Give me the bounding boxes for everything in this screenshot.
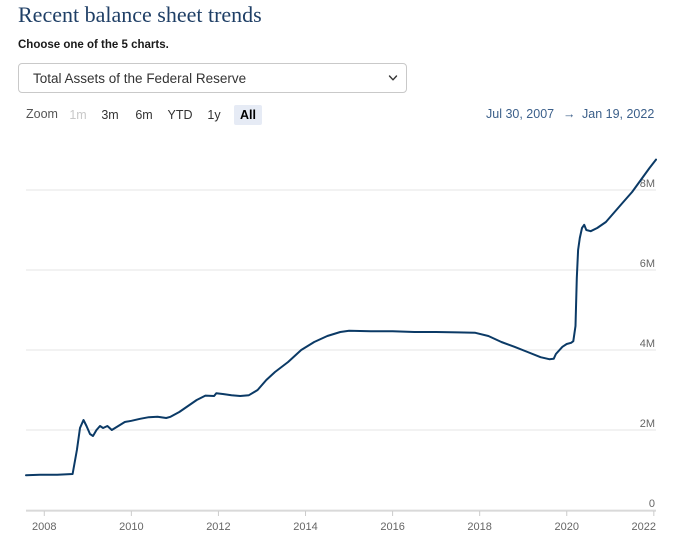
chart-series[interactable] xyxy=(25,158,657,477)
y-tick-label: 2M xyxy=(640,418,655,430)
x-tick-label: 2008 xyxy=(32,521,56,533)
range-arrow-icon: → xyxy=(563,107,576,121)
chart-select-dropdown[interactable]: Total Assets of the Federal Reserve xyxy=(18,63,407,93)
zoom-1y-button[interactable]: 1y xyxy=(207,108,221,122)
x-tick-label: 2010 xyxy=(119,521,143,533)
x-tick-label: 2020 xyxy=(555,521,579,533)
zoom-ytd-button[interactable]: YTD xyxy=(167,108,193,122)
chart-chooser-label: Choose one of the 5 charts. xyxy=(18,39,169,51)
zoom-6m-button[interactable]: 6m xyxy=(135,108,153,122)
y-tick-label: 0 xyxy=(649,498,655,510)
zoom-3m-button[interactable]: 3m xyxy=(101,108,119,122)
x-tick-label: 2014 xyxy=(293,521,317,533)
total-assets-series-line[interactable] xyxy=(25,158,657,477)
x-tick-label: 2016 xyxy=(380,521,404,533)
x-tick-label: 2022 xyxy=(632,521,656,533)
range-to-date[interactable]: Jan 19, 2022 xyxy=(582,107,655,121)
chart-select-value: Total Assets of the Federal Reserve xyxy=(33,71,247,86)
x-tick-label: 2012 xyxy=(206,521,230,533)
zoom-1m-button[interactable]: 1m xyxy=(69,108,87,122)
zoom-label: Zoom xyxy=(26,107,58,121)
zoom-all-button[interactable]: All xyxy=(234,105,262,125)
y-tick-label: 6M xyxy=(640,258,655,270)
chart-gridlines xyxy=(26,189,656,511)
y-tick-label: 4M xyxy=(640,338,655,350)
y-tick-label: 8M xyxy=(640,178,655,190)
x-axis: 2008 2010 2012 2014 2016 2018 2020 2022 xyxy=(26,510,656,533)
y-axis: 0 2M 4M 6M 8M xyxy=(640,178,655,510)
page-title: Recent balance sheet trends xyxy=(18,2,262,27)
range-from-date[interactable]: Jul 30, 2007 xyxy=(486,107,555,121)
x-tick-label: 2018 xyxy=(467,521,491,533)
chevron-down-icon xyxy=(388,75,398,81)
